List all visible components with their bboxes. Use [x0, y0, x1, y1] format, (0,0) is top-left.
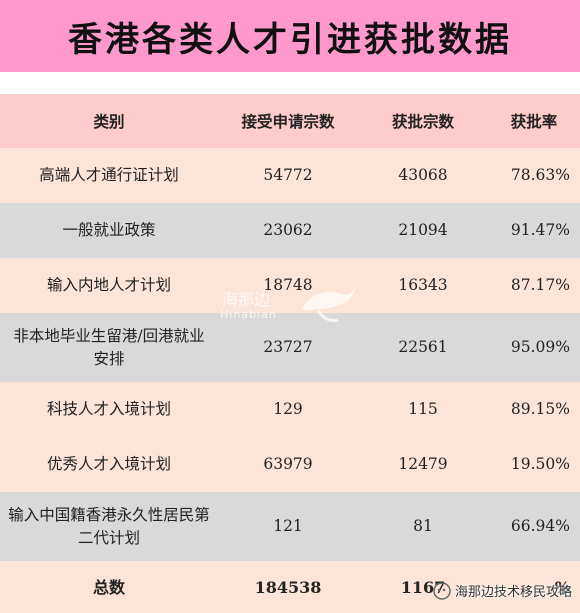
row-rate: 78.63% [510, 166, 570, 184]
row-category: 高端人才通行证计划 [39, 166, 179, 184]
total-rate: % [554, 577, 570, 597]
row-rate: 95.09% [510, 338, 570, 356]
row-approved: 43068 [398, 166, 448, 184]
row-approved: 12479 [398, 455, 448, 473]
table-total-row: 总数 184538 1167 % [0, 561, 580, 613]
header-category: 类别 [93, 111, 125, 131]
row-rate: 89.15% [510, 400, 570, 418]
row-received: 23727 [263, 338, 313, 356]
table-row: 一般就业政策 23062 21094 91.47% [0, 203, 580, 258]
table-row: 非本地毕业生留港/回港就业安排 23727 22561 95.09% [0, 313, 580, 382]
table-row: 科技人才入境计划 129 115 89.15% [0, 382, 580, 437]
row-rate: 19.50% [510, 455, 570, 473]
header-rate: 获批率 [510, 111, 558, 131]
row-approved: 22561 [398, 338, 448, 356]
table-header-row: 类别 接受申请宗数 获批宗数 获批率 [0, 94, 580, 148]
wechat-icon [433, 581, 451, 600]
row-category: 输入内地人才计划 [46, 276, 171, 294]
row-received: 121 [273, 517, 303, 535]
row-rate: 66.94% [510, 517, 570, 535]
data-table: 类别 接受申请宗数 获批宗数 获批率 高端人才通行证计划 54772 43068… [0, 94, 580, 613]
page-title: 香港各类人才引进获批数据 [68, 19, 512, 60]
row-approved: 16343 [398, 276, 448, 294]
row-approved: 21094 [398, 221, 448, 239]
row-approved: 115 [408, 400, 438, 418]
header-approved: 获批宗数 [391, 111, 454, 131]
row-received: 18748 [263, 276, 313, 294]
row-category: 一般就业政策 [62, 221, 156, 239]
corner-watermark: 海那边技术移民攻略 [433, 581, 572, 600]
header-received: 接受申请宗数 [241, 111, 335, 131]
total-received: 184538 [254, 577, 322, 597]
row-received: 63979 [263, 455, 313, 473]
row-rate: 87.17% [510, 276, 570, 294]
corner-watermark-text: 海那边技术移民攻略 [454, 585, 572, 600]
table-row: 输入内地人才计划 18748 16343 87.17% [0, 258, 580, 313]
row-rate: 91.47% [510, 221, 570, 239]
total-label: 总数 [92, 577, 125, 597]
table-row: 高端人才通行证计划 54772 43068 78.63% [0, 148, 580, 203]
row-category: 非本地毕业生留港/回港就业安排 [13, 326, 205, 368]
table-row: 输入中国籍香港永久性居民第二代计划 121 81 66.94% [0, 492, 580, 561]
row-category: 科技人才入境计划 [46, 400, 171, 418]
row-approved: 81 [413, 517, 433, 535]
row-received: 129 [273, 400, 303, 418]
row-received: 23062 [263, 221, 313, 239]
row-received: 54772 [263, 166, 313, 184]
title-bar: 香港各类人才引进获批数据 [0, 0, 580, 72]
table-row: 优秀人才入境计划 63979 12479 19.50% [0, 437, 580, 492]
row-category: 优秀人才入境计划 [46, 455, 171, 473]
row-category: 输入中国籍香港永久性居民第二代计划 [8, 505, 210, 547]
